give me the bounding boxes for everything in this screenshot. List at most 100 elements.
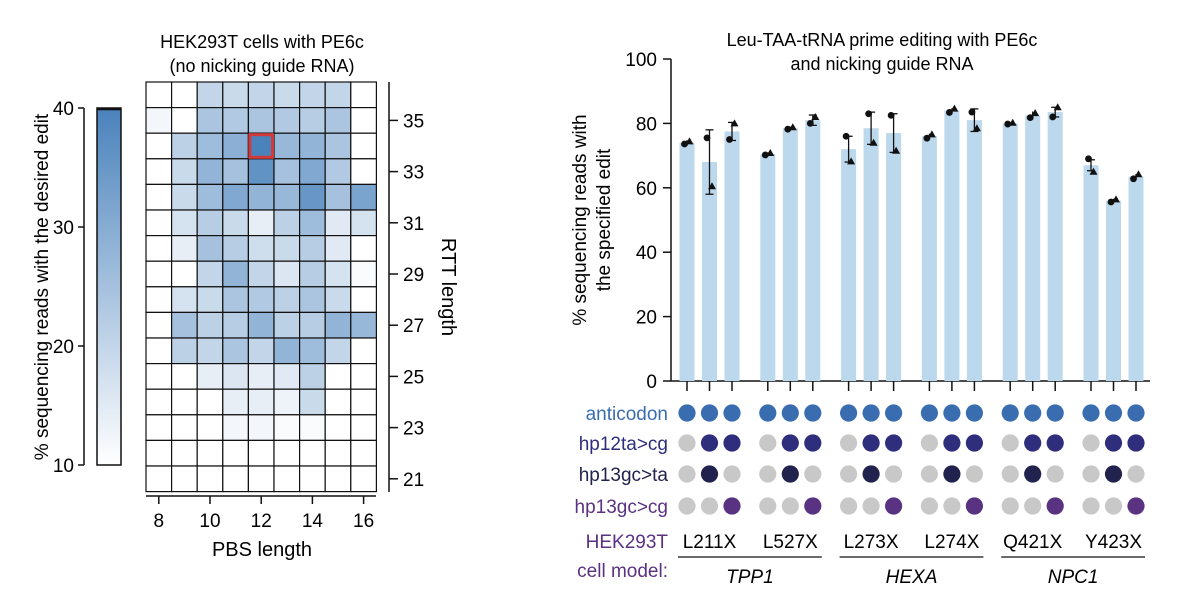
matrix-dot xyxy=(1127,465,1145,483)
matrix-dot xyxy=(700,497,719,515)
heatmap-cell xyxy=(171,439,198,467)
heatmap-cell xyxy=(222,414,250,441)
matrix-dot xyxy=(1082,497,1100,515)
heatmap-cell xyxy=(299,388,326,416)
matrix-dot xyxy=(1024,434,1042,452)
replicate-point xyxy=(788,123,797,131)
colorbar-tick-label: 10 xyxy=(53,456,74,477)
heatmap-cell xyxy=(196,388,224,416)
bar-y-ticks: 0 20 40 60 80 100 xyxy=(625,50,671,393)
variant-label: L211X xyxy=(683,532,737,553)
heatmap-cell xyxy=(145,158,173,186)
heatmap-cell xyxy=(273,465,301,493)
matrix-row-labels: anticodon hp12ta>cg hp13gc>ta hp13gc>cg xyxy=(575,404,669,518)
heatmap-cell xyxy=(273,81,301,109)
matrix-dot xyxy=(943,465,961,483)
matrix-dot xyxy=(1104,497,1123,515)
heatmap-subtitle: (no nicking guide RNA) xyxy=(169,56,354,76)
heatmap-cell xyxy=(324,235,352,262)
matrix-dot xyxy=(840,404,858,422)
heatmap-cell xyxy=(299,286,326,313)
matrix-dot xyxy=(920,465,939,483)
replicate-point xyxy=(681,140,688,148)
heatmap-cell xyxy=(222,286,250,313)
heatmap-cell xyxy=(299,439,326,467)
heatmap-cell xyxy=(222,235,250,262)
matrix-dot xyxy=(920,434,939,452)
heatmap-cell xyxy=(171,311,198,339)
matrix-dot xyxy=(781,434,799,452)
replicate-point xyxy=(1134,170,1143,178)
heatmap-cell xyxy=(324,465,352,493)
heatmap-cell xyxy=(222,81,250,109)
matrix-dot xyxy=(965,404,984,422)
matrix-dot xyxy=(1082,404,1100,422)
heatmap-cell xyxy=(273,235,301,262)
matrix-dot xyxy=(1127,404,1145,422)
heatmap-cell xyxy=(145,465,173,493)
matrix-dot xyxy=(1001,465,1019,483)
replicate-point xyxy=(1031,109,1040,117)
bar xyxy=(1106,200,1121,381)
heatmap-y-tick-label: 35 xyxy=(403,111,424,132)
heatmap-cell xyxy=(196,106,224,134)
heatmap-cell xyxy=(299,209,326,237)
colorbar-tick-label: 20 xyxy=(53,337,74,358)
matrix-dot xyxy=(943,404,961,422)
heatmap-x-tick-label: 12 xyxy=(251,511,272,532)
heatmap-cell xyxy=(145,363,173,390)
heatmap-cell xyxy=(145,81,173,109)
matrix-dot xyxy=(759,434,777,452)
matrix-dot xyxy=(1127,497,1145,515)
cell-model-label-line1: HEK293T xyxy=(586,532,669,553)
matrix-dot xyxy=(700,404,719,422)
bar xyxy=(805,120,821,382)
heatmap-cell xyxy=(273,158,301,186)
bar xyxy=(886,133,902,381)
heatmap-cell xyxy=(299,311,326,339)
matrix-dot xyxy=(885,497,903,515)
matrix-dot xyxy=(759,497,777,515)
replicate-point xyxy=(847,157,856,165)
matrix-dot xyxy=(885,465,903,483)
replicate-point xyxy=(730,119,739,127)
bar xyxy=(679,142,695,381)
heatmap-cell xyxy=(350,363,377,390)
heatmap-cell xyxy=(247,260,275,288)
bar-chart-subtitle: and nicking guide RNA xyxy=(790,54,973,74)
matrix-dot xyxy=(1024,404,1042,422)
replicate-point xyxy=(1089,167,1098,175)
heatmap-cell xyxy=(324,439,352,467)
bar xyxy=(782,128,798,381)
matrix-dot xyxy=(862,497,880,515)
bar-y-label-line1: % sequencing reads with xyxy=(570,114,591,325)
heatmap-cell xyxy=(171,235,198,262)
heatmap-cell xyxy=(196,311,224,339)
heatmap-cell xyxy=(196,132,224,160)
bar xyxy=(966,120,982,382)
heatmap-cell xyxy=(171,132,198,160)
heatmap-cell xyxy=(350,209,377,237)
variant-label: Y423X xyxy=(1085,532,1142,553)
heatmap-cell xyxy=(247,414,275,441)
matrix-dot xyxy=(804,404,822,422)
matrix-dot xyxy=(943,434,961,452)
bar-y-label-line2: the specified edit xyxy=(594,148,615,291)
heatmap-cell xyxy=(196,158,224,186)
heatmap-cell xyxy=(324,183,352,211)
replicate-point xyxy=(887,111,895,119)
matrix-dot xyxy=(862,465,880,483)
replicate-point xyxy=(784,125,792,133)
replicate-point xyxy=(1112,195,1120,203)
gene-label: HEXA xyxy=(886,567,938,588)
heatmap-cell xyxy=(350,439,377,467)
heatmap-cell xyxy=(299,363,326,390)
matrix-dot xyxy=(700,465,719,483)
heatmap-cell xyxy=(222,388,250,416)
heatmap-cell xyxy=(247,158,275,186)
heatmap-cell xyxy=(247,183,275,211)
cell-model-label-line2: cell model: xyxy=(577,561,668,582)
heatmap-cell xyxy=(222,106,250,134)
heatmap-cell xyxy=(324,337,352,365)
replicate-point xyxy=(806,120,814,127)
